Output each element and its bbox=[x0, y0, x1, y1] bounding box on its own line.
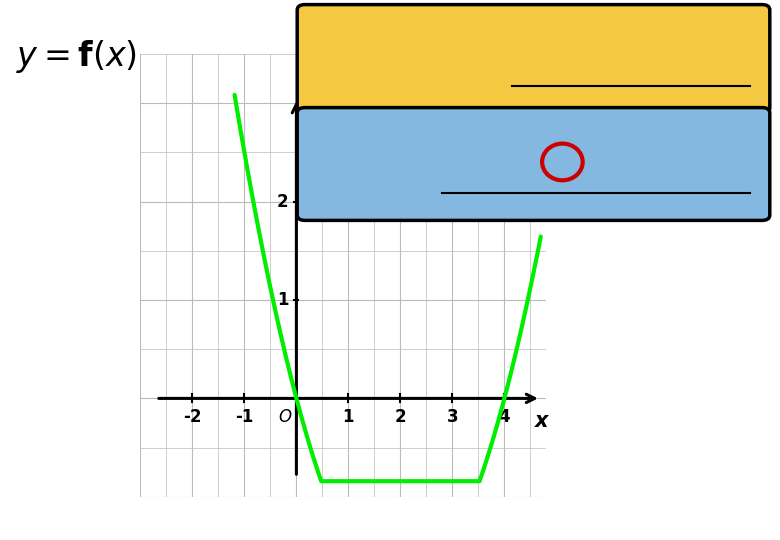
Text: (2, -0.5): (2, -0.5) bbox=[516, 47, 616, 67]
Text: 4: 4 bbox=[498, 408, 510, 426]
Text: 0: 0 bbox=[554, 150, 571, 174]
Text: Turning Point:: Turning Point: bbox=[324, 47, 502, 67]
Text: 1: 1 bbox=[277, 291, 289, 309]
Text: $y = \mathbf{f}(x)$: $y = \mathbf{f}(x)$ bbox=[16, 38, 136, 75]
Text: Roots:: Roots: bbox=[324, 152, 405, 172]
Text: 2: 2 bbox=[395, 408, 406, 426]
Text: x: x bbox=[535, 411, 548, 431]
Text: 3: 3 bbox=[447, 408, 458, 426]
Text: y: y bbox=[303, 97, 317, 117]
Text: ,: , bbox=[590, 157, 597, 177]
Text: -1: -1 bbox=[236, 408, 254, 426]
Text: -2: -2 bbox=[183, 408, 202, 426]
Text: 4: 4 bbox=[632, 150, 649, 174]
Text: O: O bbox=[278, 408, 291, 426]
Text: 1: 1 bbox=[342, 408, 354, 426]
Text: 2: 2 bbox=[277, 193, 289, 211]
